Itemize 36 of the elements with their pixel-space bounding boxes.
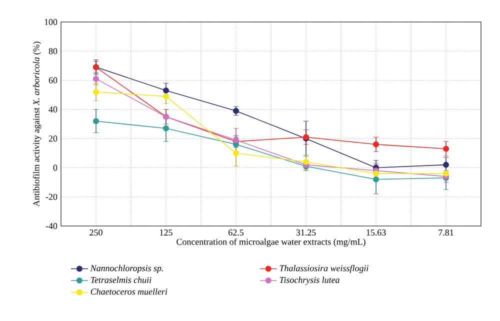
x-tick-label: 31.25 bbox=[296, 230, 316, 236]
point bbox=[443, 170, 449, 177]
y-tick-label: 0 bbox=[53, 164, 58, 171]
point bbox=[233, 108, 239, 114]
point bbox=[93, 118, 99, 124]
point bbox=[93, 76, 99, 82]
point bbox=[373, 141, 379, 148]
point bbox=[163, 87, 169, 94]
y-tick-label: 20 bbox=[48, 136, 58, 142]
x-tick-label: 250 bbox=[90, 230, 102, 236]
x-tick-label: 7.81 bbox=[438, 230, 454, 236]
legend-label: Nannochloropsis sp. bbox=[90, 264, 163, 274]
y-axis-title: Antibiofilm activity against X. arboricola (%) bbox=[32, 42, 42, 207]
point bbox=[373, 170, 379, 177]
y-tick-label: -20 bbox=[46, 194, 58, 200]
legend-label: Chaetoceros muelleri bbox=[90, 288, 168, 295]
legend-label: Thalassiosira weissflogii bbox=[280, 264, 368, 274]
legend-label: Tetraselmis chuii bbox=[90, 276, 152, 283]
point bbox=[303, 158, 309, 165]
y-tick-label: 100 bbox=[44, 18, 58, 26]
point bbox=[93, 88, 99, 95]
x-tick-label: 125 bbox=[160, 230, 172, 236]
y-tick-label: 80 bbox=[48, 48, 58, 54]
y-tick-label: -40 bbox=[46, 222, 58, 230]
y-tick-label: 40 bbox=[48, 106, 58, 112]
y-tick-label: 60 bbox=[48, 77, 58, 84]
x-tick-label: 15.63 bbox=[366, 230, 386, 236]
point bbox=[163, 125, 169, 132]
point bbox=[373, 176, 379, 182]
point bbox=[233, 150, 239, 156]
x-axis-title: Concentration of microalgae water extracts (mg/mL) bbox=[176, 238, 366, 247]
point bbox=[443, 162, 449, 168]
point bbox=[443, 146, 449, 152]
point bbox=[163, 93, 169, 100]
x-tick-label: 62.5 bbox=[228, 230, 244, 236]
legend-label: Tisochrysis lutea bbox=[280, 276, 340, 285]
